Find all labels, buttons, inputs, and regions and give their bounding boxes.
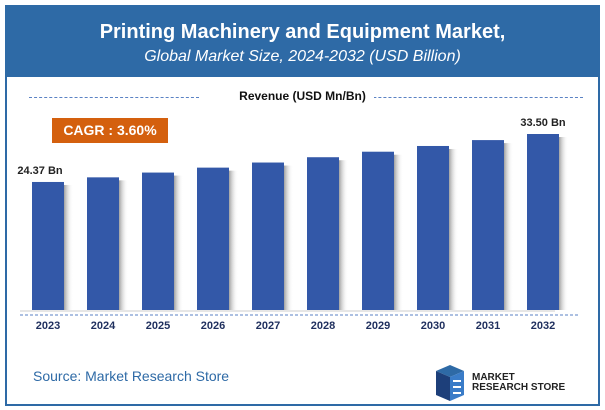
bar-shadow: [504, 143, 513, 310]
bar-2031: [472, 140, 504, 310]
bar-2032: [527, 134, 559, 310]
bar-shadow: [174, 175, 183, 310]
bar-2027: [252, 162, 284, 310]
bar-2029: [362, 151, 394, 310]
bar-2023: [32, 181, 64, 310]
bar-shadow: [339, 160, 348, 310]
logo-line2: RESEARCH STORE: [472, 382, 566, 393]
x-tick-label: 2027: [256, 320, 280, 332]
source-text: Source: Market Research Store: [33, 368, 230, 384]
bar-shadow: [64, 184, 73, 310]
logo-icon: [436, 365, 464, 401]
bar-shadow: [559, 137, 568, 310]
x-tick-label: 2032: [531, 320, 555, 332]
x-tick-label: 2024: [91, 320, 116, 332]
cagr-badge: CAGR : 3.60%: [52, 118, 168, 143]
data-label: 33.50 Bn: [520, 117, 566, 129]
bar-2026: [197, 167, 229, 310]
x-tick-label: 2031: [476, 320, 500, 332]
divider: [29, 97, 199, 98]
bar-shadow: [229, 170, 238, 310]
bar-2028: [307, 157, 339, 310]
logo: MARKET RESEARCH STORE: [432, 363, 565, 403]
divider: [333, 97, 583, 98]
bar-shadow: [284, 165, 293, 310]
bar-2030: [417, 145, 449, 310]
chart-subtitle: Global Market Size, 2024-2032 (USD Billi…: [144, 48, 461, 65]
bar-2025: [142, 172, 174, 310]
logo-line1: MARKET: [472, 372, 515, 383]
x-tick-label: 2029: [366, 320, 390, 332]
chart-title: Printing Machinery and Equipment Market,: [99, 21, 506, 43]
bar-2024: [87, 177, 119, 310]
data-label: 24.37 Bn: [17, 165, 63, 177]
x-tick-label: 2026: [201, 320, 225, 332]
x-tick-label: 2030: [421, 320, 445, 332]
bar-shadow: [394, 154, 403, 310]
x-tick-label: 2023: [36, 320, 60, 332]
x-tick-label: 2025: [146, 320, 170, 332]
revenue-label: Revenue (USD Mn/Bn): [231, 89, 374, 103]
bar-shadow: [449, 148, 458, 310]
bar-shadow: [119, 180, 128, 310]
header: Printing Machinery and Equipment Market,…: [7, 7, 598, 77]
x-tick-label: 2028: [311, 320, 335, 332]
